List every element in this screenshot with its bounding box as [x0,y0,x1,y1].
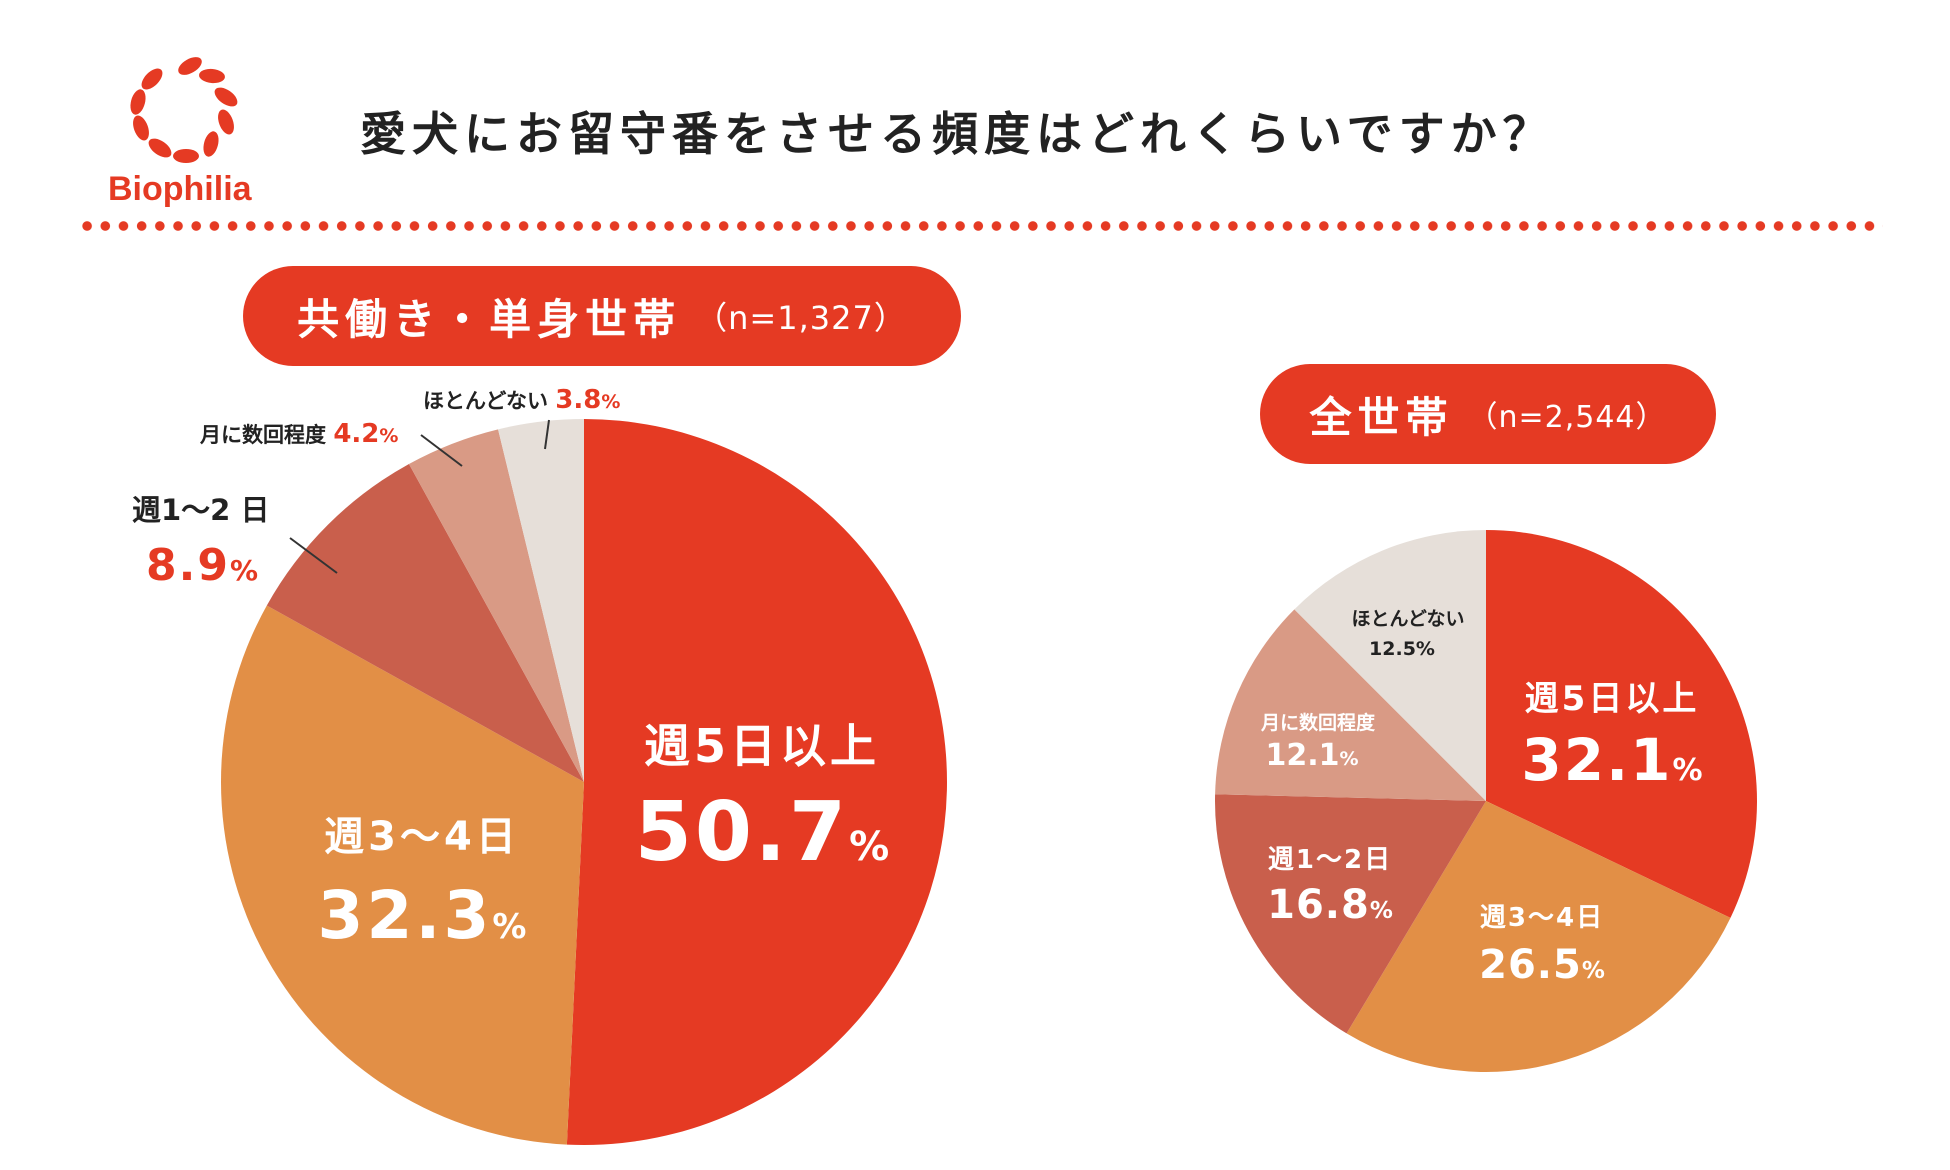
slice-value: 3.8 [555,385,601,415]
svg-text:32.1%: 32.1% [1521,726,1702,794]
svg-text:週3～4日: 週3～4日 [324,814,520,860]
pie-slice [1346,801,1731,1072]
slice-unit: % [1416,638,1435,660]
logo: Biophilia [108,52,288,212]
laurel-wreath-icon [130,57,238,163]
sample-size: （n=2,544） [1467,400,1667,435]
dotted-divider [78,220,1883,232]
slice-name: 月に数回程度 [1260,711,1376,734]
slice-value: 16.8 [1267,882,1370,928]
slice-unit: % [1673,753,1703,788]
pie-slice [221,605,584,1145]
pie-chart-1: 週5日以上 32.1% 週3～4日 26.5% 週1～2日 16.8% 月に数回程度 12.1… [1215,530,1757,1072]
svg-text:12.1%: 12.1% [1265,738,1358,773]
slice-unit: % [1370,898,1393,924]
svg-text:50.7%: 50.7% [635,785,889,880]
pie-slice [1486,530,1757,918]
slice-value: 32.3 [318,877,493,954]
slice-name: ほとんどない [1351,608,1464,630]
slice-value: 26.5 [1479,942,1582,988]
pie-slice [1294,530,1486,801]
svg-text:32.3%: 32.3% [318,877,527,954]
slice-unit: % [601,391,620,413]
svg-text:16.8%: 16.8% [1267,882,1393,928]
pie-slice [566,419,947,1145]
slice-value: 32.1 [1521,726,1672,794]
slice-name: 週5日以上 [1525,679,1700,719]
svg-text:ほとんどない 3.8%: ほとんどない 3.8% [423,385,620,415]
slice-unit: % [1339,748,1358,770]
svg-text:ほとんどない: ほとんどない [1351,608,1464,630]
slice-unit: % [1582,958,1605,984]
page-title: 愛犬にお留守番をさせる頻度はどれくらいですか？ [360,107,1555,161]
pie-slice [266,463,584,782]
slice-value: 12.1 [1265,738,1339,773]
slice-unit: % [492,907,526,947]
group-name: 共働き・単身世帯 [297,294,682,344]
leader-line [544,419,550,450]
svg-text:8.9%: 8.9% [146,540,258,591]
group-pill-dual-income: 共働き・単身世帯 （n=1,327） [243,266,961,366]
slice-name: 週1～2日 [1268,845,1392,875]
svg-text:週1～2 日: 週1～2 日 [132,493,269,527]
logo-text: Biophilia [108,170,252,208]
svg-text:週5日以上: 週5日以上 [644,719,880,773]
svg-text:週3～4日: 週3～4日 [1480,903,1604,933]
svg-text:月に数回程度: 月に数回程度 [1260,711,1376,734]
slice-value: 50.7 [635,785,849,880]
slice-name: 月に数回程度 [199,423,333,447]
svg-text:12.5%: 12.5% [1369,638,1435,660]
svg-text:週1～2日: 週1～2日 [1268,845,1392,875]
group-name: 全世帯 [1309,392,1454,442]
svg-text:月に数回程度 4.2%: 月に数回程度 4.2% [199,419,398,449]
slice-name: 週3～4日 [1480,903,1604,933]
slice-name: 週5日以上 [644,719,880,773]
slice-name: 週3～4日 [324,814,520,860]
pie-slice [408,429,584,782]
pie-slice [1215,609,1486,801]
leader-line [420,434,463,467]
group-pill-all: 全世帯 （n=2,544） [1260,364,1716,464]
svg-text:26.5%: 26.5% [1479,942,1605,988]
slice-name: ほとんどない [423,389,555,413]
slice-unit: % [849,824,889,870]
pie-slice [1215,794,1486,1034]
slice-unit: % [379,425,398,447]
slice-value: 4.2 [333,419,379,449]
slice-value: 12.5 [1369,638,1416,660]
sample-size: （n=1,327） [695,299,907,337]
leader-line [289,537,338,574]
svg-text:週5日以上: 週5日以上 [1525,679,1700,719]
slice-name: 週1～2 日 [132,493,269,527]
slice-value: 8.9 [146,540,230,591]
pie-slice [498,419,584,782]
slice-unit: % [230,554,258,587]
